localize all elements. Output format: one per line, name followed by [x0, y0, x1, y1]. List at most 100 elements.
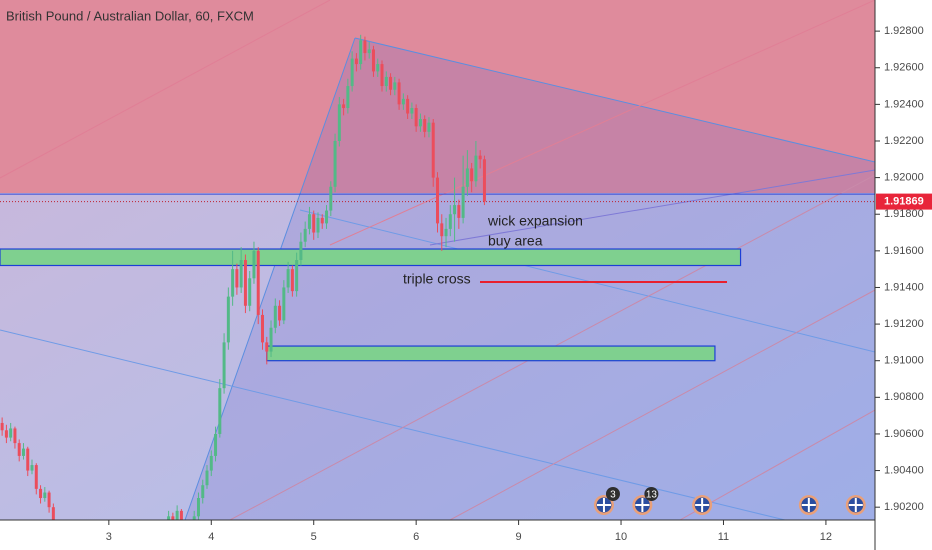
annotation: wick expansion [487, 213, 583, 229]
candle-body [269, 327, 273, 352]
candle-body [354, 58, 358, 65]
event-badge [644, 487, 659, 501]
candle-body [320, 217, 324, 224]
candle-body [43, 492, 47, 499]
candle-body [384, 76, 388, 87]
price-axis-panel [875, 0, 932, 550]
candle-body [329, 186, 333, 211]
candle-body [478, 155, 482, 160]
candle-body [4, 430, 8, 438]
candle-body [0, 422, 4, 431]
event-badge-label: 3 [610, 490, 616, 501]
y-tick-label: 1.91400 [884, 281, 924, 293]
candle-body [282, 287, 286, 321]
candle-body [171, 516, 175, 520]
candle-body [17, 443, 21, 456]
upper-region [0, 0, 875, 193]
candle-body [261, 314, 264, 343]
candle-body [397, 82, 401, 105]
candle-body [371, 49, 375, 72]
candle-body [453, 205, 457, 215]
candle-body [376, 64, 380, 72]
candle-body [337, 104, 341, 141]
candle-body [47, 492, 51, 508]
y-tick-label: 1.90200 [884, 501, 924, 513]
x-tick-label: 10 [615, 531, 627, 543]
candle-body [196, 498, 200, 517]
candle-body [286, 269, 290, 288]
annotation: buy area [488, 233, 543, 249]
candle-body [440, 223, 444, 237]
candle-body [295, 260, 299, 292]
y-tick-label: 1.92800 [884, 25, 924, 37]
candle-body [192, 516, 196, 520]
candle-body [26, 448, 30, 471]
candle-body [410, 108, 414, 114]
candle-body [367, 49, 371, 54]
candle-body [342, 104, 346, 109]
channel-line [449, 289, 875, 520]
x-tick-label: 12 [820, 531, 832, 543]
candle-body [406, 98, 410, 114]
channel-line [0, 0, 331, 179]
candle-body [333, 140, 337, 187]
y-tick-label: 1.91200 [884, 318, 924, 330]
candle-body [316, 217, 320, 233]
candle-body [273, 305, 277, 328]
candle-body [167, 516, 171, 520]
event-badge-label: 13 [646, 490, 658, 501]
candle-body [9, 428, 13, 438]
x-tick-label: 11 [718, 531, 729, 543]
candle-body [482, 159, 486, 202]
time-axis-panel [0, 520, 875, 550]
candle-body [423, 119, 427, 132]
candle-body [350, 58, 354, 87]
candle-body [470, 168, 474, 182]
candle-body [222, 342, 226, 389]
x-tick-label: 5 [311, 531, 317, 543]
candle-body [214, 433, 218, 456]
candle-body [231, 269, 235, 297]
candle-body [431, 122, 435, 178]
candle-body [299, 241, 303, 260]
buy-zone [266, 345, 716, 362]
x-tick-label: 3 [106, 531, 112, 543]
y-tick-label: 1.91000 [884, 355, 924, 367]
candle-body [389, 76, 393, 90]
trend-line [354, 37, 875, 163]
candle-body [34, 465, 38, 489]
candle-body [13, 428, 17, 444]
candle-body [51, 507, 55, 520]
candle-body [393, 82, 397, 90]
channel-line [329, 0, 875, 246]
last-price-box [876, 193, 932, 210]
candle-body [474, 155, 478, 182]
x-tick-label: 4 [208, 531, 214, 543]
chart-title: British Pound / Australian Dollar, 60, F… [6, 8, 254, 23]
candle-body [290, 269, 294, 292]
candle-body [175, 510, 179, 520]
annotation: triple cross [403, 271, 471, 287]
plot-marks: 3 13 [0, 34, 875, 520]
candle-body [21, 448, 25, 456]
pitchfork-area [185, 38, 875, 520]
candle-body [278, 305, 282, 321]
candle-body [363, 40, 367, 54]
candle-body [307, 214, 311, 229]
candle-body [243, 260, 247, 306]
candle-body [418, 119, 422, 127]
candle-body [303, 228, 307, 242]
candle-body [179, 510, 183, 520]
x-tick-label: 9 [516, 531, 522, 543]
candle-body [226, 296, 230, 343]
y-tick-label: 1.90600 [884, 428, 924, 440]
channel-line [679, 409, 875, 520]
candle-body [461, 186, 465, 218]
channel-line [429, 169, 875, 246]
y-tick-label: 1.91600 [884, 245, 924, 257]
candle-body [436, 177, 439, 224]
candle-body [30, 465, 34, 471]
candle-body [39, 488, 43, 499]
candle-body [325, 210, 329, 224]
